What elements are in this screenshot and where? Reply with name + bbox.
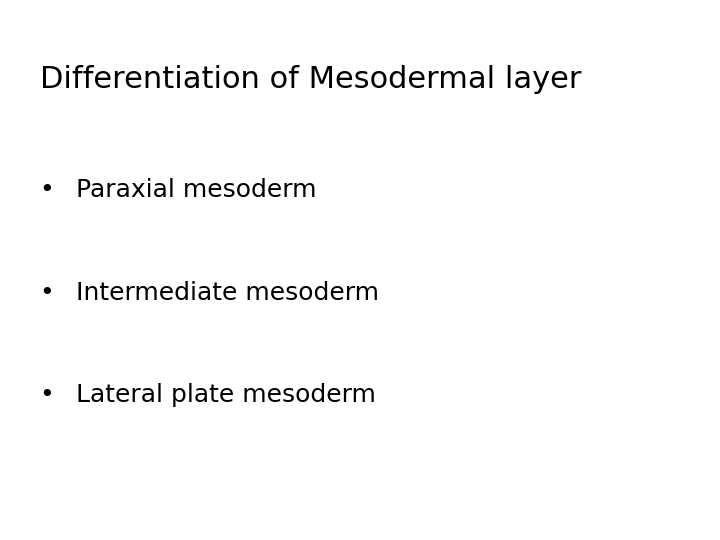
Text: •: •	[40, 178, 54, 202]
Text: Lateral plate mesoderm: Lateral plate mesoderm	[76, 383, 375, 407]
Text: •: •	[40, 383, 54, 407]
Text: Intermediate mesoderm: Intermediate mesoderm	[76, 281, 379, 305]
Text: Paraxial mesoderm: Paraxial mesoderm	[76, 178, 316, 202]
Text: •: •	[40, 281, 54, 305]
Text: Differentiation of Mesodermal layer: Differentiation of Mesodermal layer	[40, 65, 581, 94]
